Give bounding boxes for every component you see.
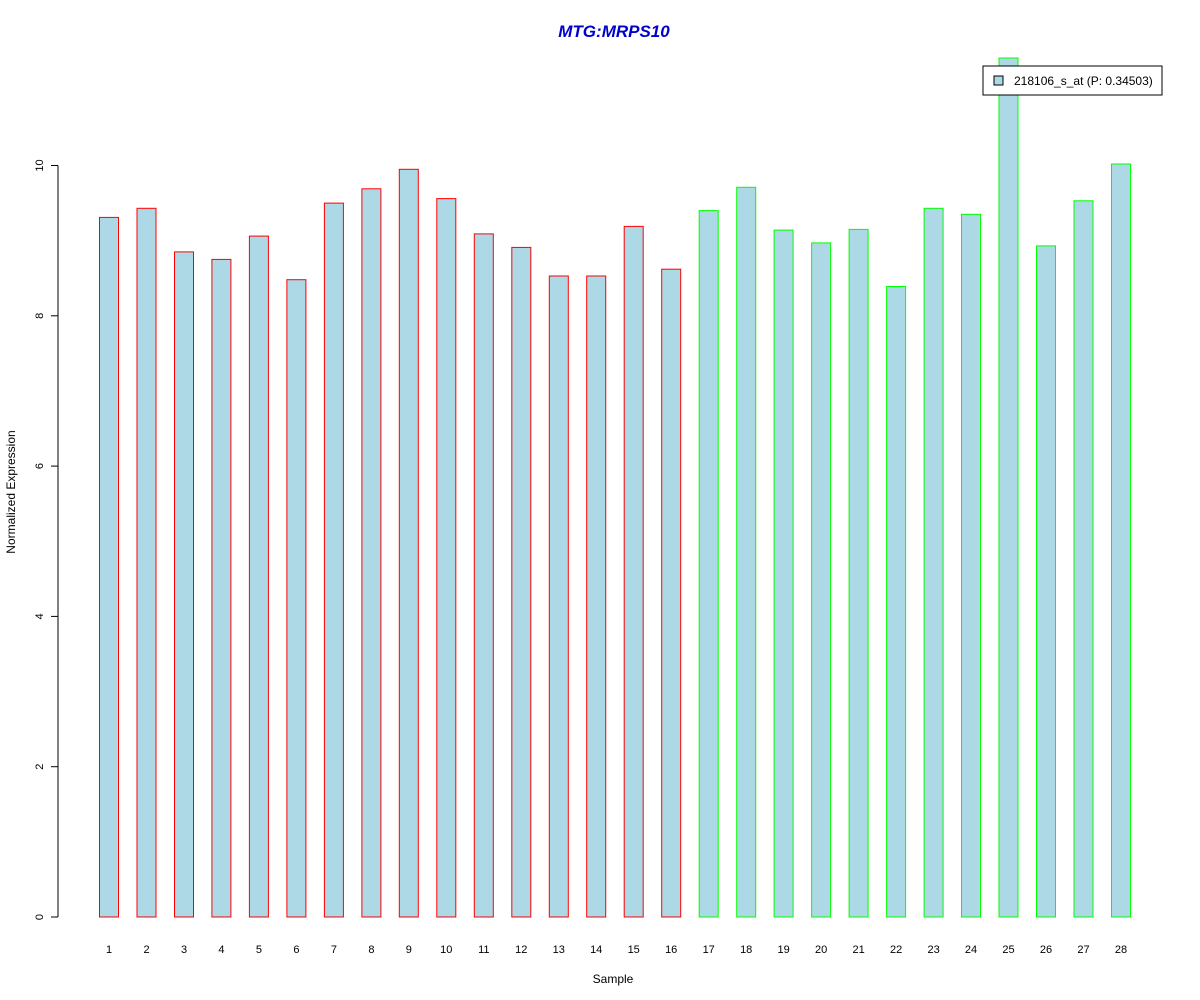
bar-sample-6 — [286, 279, 307, 918]
x-tick-label: 17 — [703, 944, 715, 956]
bar-sample-15 — [623, 225, 644, 918]
bar-sample-5 — [248, 235, 269, 918]
x-tick-label: 21 — [852, 944, 864, 956]
x-tick-label: 7 — [331, 944, 337, 956]
y-tick-label: 8 — [34, 313, 46, 319]
bar-sample-27 — [1073, 200, 1094, 918]
bar-sample-1 — [99, 216, 119, 918]
bar-sample-11 — [473, 233, 494, 918]
bar-sample-20 — [811, 242, 832, 918]
x-tick-label: 27 — [1077, 944, 1089, 956]
x-tick-label: 9 — [406, 944, 412, 956]
x-tick-label: 8 — [368, 944, 374, 956]
x-tick-label: 20 — [815, 944, 827, 956]
y-tick-label: 6 — [34, 463, 46, 469]
bar-sample-22 — [886, 286, 907, 918]
x-tick-label: 5 — [256, 944, 262, 956]
legend-label: 218106_s_at (P: 0.34503) — [1014, 74, 1153, 88]
x-tick-label: 15 — [628, 944, 640, 956]
x-tick-label: 23 — [927, 944, 939, 956]
bar-sample-13 — [548, 275, 569, 918]
x-tick-labels: 1 2 3 4 5 6 7 8 9 10 11 12 13 14 15 16 17 18 19 20 21 22 23 24 2… — [106, 944, 1127, 956]
x-tick-label: 10 — [440, 944, 452, 956]
bar-sample-19 — [773, 229, 794, 918]
chart-title: MTG:MRPS10 — [558, 22, 670, 41]
x-tick-label: 24 — [965, 944, 977, 956]
x-tick-label: 4 — [218, 944, 224, 956]
x-tick-label: 25 — [1002, 944, 1014, 956]
legend: 218106_s_at (P: 0.34503) — [982, 65, 1163, 96]
x-tick-label: 14 — [590, 944, 602, 956]
x-tick-label: 26 — [1040, 944, 1052, 956]
x-tick-label: 11 — [478, 944, 489, 956]
x-tick-label: 18 — [740, 944, 752, 956]
bar-sample-10 — [436, 198, 457, 918]
y-tick-label: 10 — [34, 159, 46, 171]
bar-sample-16 — [661, 268, 682, 918]
bar-sample-28 — [1111, 163, 1131, 918]
bar-sample-4 — [211, 258, 232, 918]
bars — [99, 57, 1131, 918]
bar-sample-12 — [511, 246, 532, 918]
x-tick-label: 22 — [890, 944, 902, 956]
x-tick-label: 19 — [777, 944, 789, 956]
x-tick-label: 12 — [515, 944, 527, 956]
x-tick-label: 2 — [143, 944, 149, 956]
y-tick-label: 4 — [34, 613, 46, 619]
bar-sample-26 — [1036, 245, 1056, 918]
bar-sample-21 — [848, 228, 869, 918]
bar-sample-23 — [923, 207, 944, 918]
y-axis: 0 2 4 6 8 10 — [34, 159, 59, 920]
bar-sample-25 — [998, 57, 1019, 918]
x-tick-label: 16 — [665, 944, 677, 956]
y-axis-label: Normalized Expression — [4, 430, 18, 553]
bar-sample-3 — [174, 251, 194, 918]
bar-sample-14 — [586, 275, 607, 918]
x-tick-label: 13 — [553, 944, 565, 956]
x-tick-label: 1 — [106, 944, 112, 956]
bar-sample-7 — [323, 202, 344, 918]
legend-box — [982, 65, 1163, 96]
bar-sample-18 — [736, 186, 757, 918]
bar-sample-17 — [698, 210, 719, 918]
x-tick-label: 28 — [1115, 944, 1127, 956]
legend-swatch — [993, 75, 1004, 86]
bar-sample-8 — [361, 188, 382, 918]
x-axis-label: Sample — [593, 972, 634, 986]
bar-sample-24 — [961, 213, 981, 918]
y-tick-label: 0 — [34, 914, 46, 920]
bar-sample-9 — [398, 168, 419, 918]
x-tick-label: 3 — [181, 944, 187, 956]
bar-sample-2 — [136, 207, 157, 918]
x-tick-label: 6 — [293, 944, 299, 956]
y-tick-label: 2 — [34, 764, 46, 770]
